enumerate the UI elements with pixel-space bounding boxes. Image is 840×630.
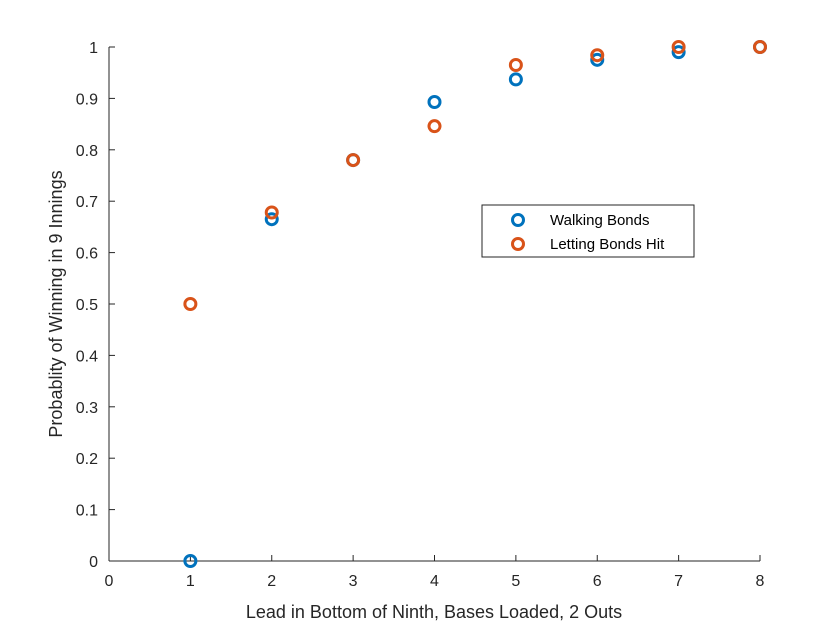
y-tick-label: 0.2 bbox=[76, 451, 98, 468]
legend-marker bbox=[511, 237, 525, 251]
data-point bbox=[671, 45, 686, 60]
data-point bbox=[346, 153, 361, 168]
data-point bbox=[671, 40, 686, 54]
y-axis-label: Probablity of Winning in 9 Innings bbox=[46, 170, 66, 437]
x-tick-label: 8 bbox=[756, 573, 765, 590]
y-tick-label: 0.5 bbox=[76, 297, 98, 314]
data-point bbox=[590, 48, 605, 63]
y-tick-label: 0.8 bbox=[76, 143, 98, 160]
x-tick-label: 0 bbox=[105, 573, 114, 590]
x-tick-label: 3 bbox=[349, 573, 358, 590]
y-tick-label: 0.3 bbox=[76, 400, 98, 417]
data-point bbox=[508, 72, 523, 87]
series-1 bbox=[183, 40, 767, 568]
data-point bbox=[427, 94, 442, 109]
legend-label: Letting Bonds Hit bbox=[550, 236, 665, 253]
data-point bbox=[183, 554, 198, 568]
data-point bbox=[183, 297, 198, 311]
legend: Walking Bonds Letting Bonds Hit bbox=[481, 204, 695, 258]
y-tick-label: 0.4 bbox=[76, 348, 98, 365]
y-tick-label: 0 bbox=[89, 554, 98, 571]
y-tick-label: 0.9 bbox=[76, 91, 98, 108]
data-point bbox=[590, 52, 605, 67]
x-ticks: 0 1 2 3 4 5 6 7 8 bbox=[105, 555, 765, 590]
data-points bbox=[183, 40, 767, 568]
y-tick-label: 0.6 bbox=[76, 246, 98, 263]
x-tick-label: 2 bbox=[267, 573, 276, 590]
data-point bbox=[508, 57, 523, 72]
y-tick-label: 0.7 bbox=[76, 194, 98, 211]
data-point bbox=[753, 40, 767, 54]
series-2 bbox=[183, 40, 767, 311]
data-point bbox=[427, 119, 442, 134]
axes bbox=[108, 47, 760, 562]
y-tick-label: 1 bbox=[89, 40, 98, 57]
legend-marker bbox=[511, 213, 525, 227]
data-point bbox=[264, 205, 279, 220]
x-tick-label: 7 bbox=[674, 573, 683, 590]
y-tick-label: 0.1 bbox=[76, 503, 98, 520]
legend-label: Walking Bonds bbox=[550, 212, 650, 229]
x-tick-label: 4 bbox=[430, 573, 439, 590]
y-ticks: 0 0.1 0.2 0.3 0.4 0.5 0.6 0.7 0.8 0.9 1 bbox=[76, 40, 115, 571]
x-tick-label: 5 bbox=[511, 573, 520, 590]
x-axis-label: Lead in Bottom of Ninth, Bases Loaded, 2… bbox=[246, 602, 622, 622]
data-point bbox=[264, 212, 279, 227]
x-tick-label: 1 bbox=[186, 573, 195, 590]
x-tick-label: 6 bbox=[593, 573, 602, 590]
